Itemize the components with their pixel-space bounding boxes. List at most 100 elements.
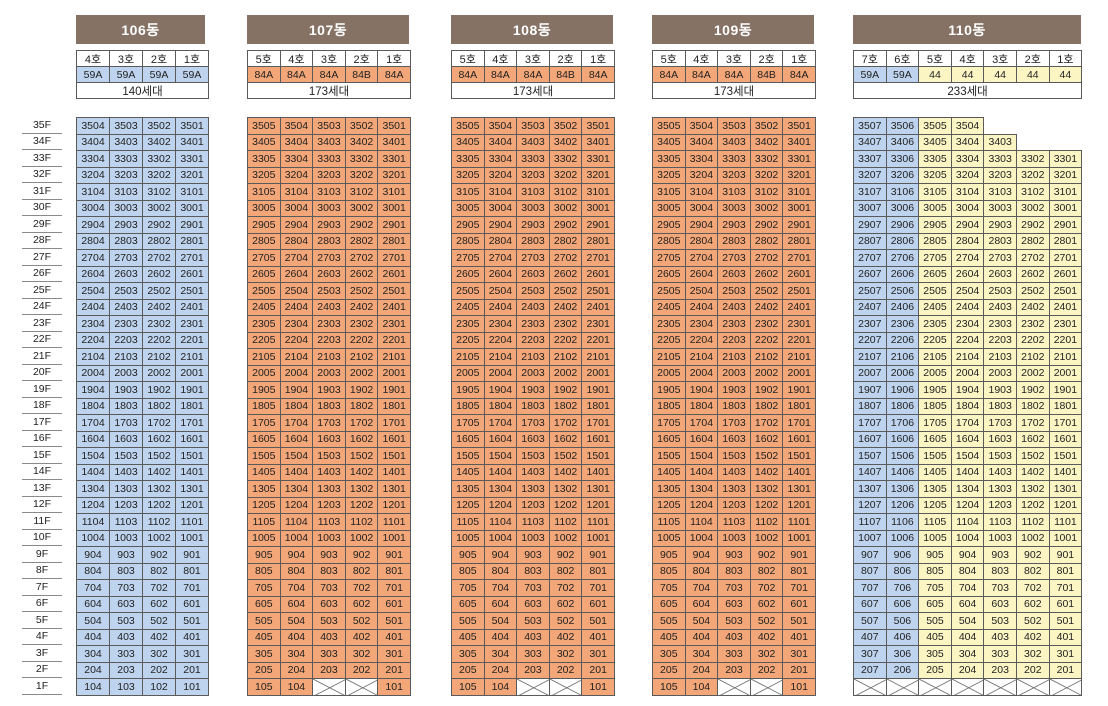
unit-cell[interactable]: 503 (983, 612, 1017, 630)
unit-cell[interactable]: 3005 (918, 199, 952, 217)
unit-cell[interactable]: 1705 (918, 414, 952, 432)
unit-cell[interactable]: 1604 (684, 430, 719, 448)
unit-cell[interactable]: 2301 (377, 315, 411, 333)
unit-cell[interactable]: 1507 (853, 447, 887, 465)
unit-cell[interactable]: 1503 (717, 447, 751, 465)
unit-cell[interactable]: 2804 (279, 232, 314, 250)
unit-cell[interactable]: 401 (377, 628, 411, 646)
unit-cell[interactable]: 2305 (918, 315, 952, 333)
unit-cell[interactable]: 2003 (109, 364, 143, 382)
unit-cell[interactable]: 3304 (950, 150, 985, 168)
unit-cell[interactable]: 2304 (76, 315, 110, 333)
unit-cell[interactable]: 2003 (516, 364, 550, 382)
unit-cell[interactable]: 1804 (950, 397, 985, 415)
unit-cell[interactable]: 1202 (1016, 496, 1050, 514)
unit-cell[interactable]: 703 (109, 579, 143, 597)
unit-cell[interactable]: 1501 (782, 447, 816, 465)
unit-cell[interactable]: 2402 (142, 298, 176, 316)
unit-cell[interactable]: 2102 (548, 348, 583, 366)
unit-cell[interactable]: 1203 (717, 496, 751, 514)
unit-cell[interactable]: 2803 (717, 232, 751, 250)
unit-cell[interactable]: 805 (918, 562, 952, 580)
unit-cell[interactable]: 602 (548, 595, 583, 613)
unit-cell[interactable]: 1904 (950, 381, 985, 399)
unit-cell[interactable]: 1601 (1048, 430, 1083, 448)
unit-cell[interactable]: 605 (918, 595, 952, 613)
unit-cell[interactable]: 2401 (581, 298, 615, 316)
unit-cell[interactable]: 1103 (983, 513, 1017, 531)
unit-cell[interactable]: 2601 (782, 265, 816, 283)
unit-cell[interactable]: 1904 (76, 381, 110, 399)
unit-cell[interactable]: 504 (483, 612, 518, 630)
unit-cell[interactable]: 2306 (885, 315, 920, 333)
unit-cell[interactable]: 1203 (109, 496, 143, 514)
unit-cell[interactable]: 1805 (918, 397, 952, 415)
unit-cell[interactable]: 701 (377, 579, 411, 597)
unit-cell[interactable]: 1405 (451, 463, 485, 481)
unit-cell[interactable]: 3402 (749, 133, 784, 151)
unit-cell[interactable]: 2605 (451, 265, 485, 283)
unit-cell[interactable]: 1504 (279, 447, 314, 465)
unit-cell[interactable]: 3104 (684, 183, 719, 201)
unit-cell[interactable]: 2104 (76, 348, 110, 366)
unit-cell[interactable]: 1106 (885, 513, 920, 531)
unit-cell[interactable]: 2702 (1016, 249, 1050, 267)
unit-cell[interactable]: 703 (516, 579, 550, 597)
unit-cell[interactable]: 2404 (950, 298, 985, 316)
unit-cell[interactable]: 301 (581, 645, 615, 663)
unit-cell[interactable]: 1404 (76, 463, 110, 481)
unit-cell[interactable]: 1303 (717, 480, 751, 498)
unit-cell[interactable]: 3002 (749, 199, 784, 217)
unit-cell[interactable]: 2102 (1016, 348, 1050, 366)
unit-cell[interactable]: 1204 (483, 496, 518, 514)
unit-cell[interactable]: 1901 (581, 381, 615, 399)
unit-cell[interactable]: 3402 (142, 133, 176, 151)
unit-cell[interactable]: 1404 (483, 463, 518, 481)
unit-cell[interactable]: 905 (247, 546, 281, 564)
unit-cell[interactable]: 3007 (853, 199, 887, 217)
unit-cell[interactable]: 3401 (175, 133, 209, 151)
unit-cell[interactable]: 1401 (782, 463, 816, 481)
unit-cell[interactable]: 3103 (312, 183, 346, 201)
unit-cell[interactable]: 2402 (344, 298, 379, 316)
unit-cell[interactable]: 201 (175, 661, 209, 679)
unit-cell[interactable]: 1603 (717, 430, 751, 448)
unit-cell[interactable]: 3003 (983, 199, 1017, 217)
unit-cell[interactable]: 1703 (312, 414, 346, 432)
unit-cell[interactable]: 205 (451, 661, 485, 679)
unit-cell[interactable]: 3403 (516, 133, 550, 151)
unit-cell[interactable]: 2701 (782, 249, 816, 267)
unit-cell[interactable]: 1905 (451, 381, 485, 399)
unit-cell[interactable]: 3503 (109, 117, 143, 135)
unit-cell[interactable]: 902 (142, 546, 176, 564)
unit-cell[interactable]: 2903 (109, 216, 143, 234)
unit-cell[interactable]: 2405 (652, 298, 686, 316)
unit-cell[interactable]: 1203 (983, 496, 1017, 514)
unit-cell[interactable]: 2903 (717, 216, 751, 234)
unit-cell[interactable]: 2505 (451, 282, 485, 300)
unit-cell[interactable]: 1004 (279, 529, 314, 547)
unit-cell[interactable]: 3203 (983, 166, 1017, 184)
unit-cell[interactable]: 204 (279, 661, 314, 679)
unit-cell[interactable]: 2405 (247, 298, 281, 316)
unit-cell[interactable]: 2606 (885, 265, 920, 283)
unit-cell[interactable]: 1902 (142, 381, 176, 399)
unit-cell[interactable]: 3201 (175, 166, 209, 184)
unit-cell[interactable]: 1104 (279, 513, 314, 531)
unit-cell[interactable]: 2303 (109, 315, 143, 333)
unit-cell[interactable]: 2803 (109, 232, 143, 250)
unit-cell[interactable]: 3505 (918, 117, 952, 135)
unit-cell[interactable]: 1504 (950, 447, 985, 465)
unit-cell[interactable]: 2501 (782, 282, 816, 300)
unit-cell[interactable]: 1201 (1048, 496, 1083, 514)
unit-cell[interactable]: 3303 (717, 150, 751, 168)
unit-cell[interactable]: 3402 (548, 133, 583, 151)
unit-cell[interactable]: 3103 (717, 183, 751, 201)
unit-cell[interactable]: 303 (983, 645, 1017, 663)
unit-cell[interactable]: 607 (853, 595, 887, 613)
unit-cell[interactable]: 1301 (1048, 480, 1083, 498)
unit-cell[interactable]: 3401 (782, 133, 816, 151)
unit-cell[interactable]: 2302 (548, 315, 583, 333)
unit-cell[interactable]: 701 (581, 579, 615, 597)
unit-cell[interactable]: 3302 (142, 150, 176, 168)
